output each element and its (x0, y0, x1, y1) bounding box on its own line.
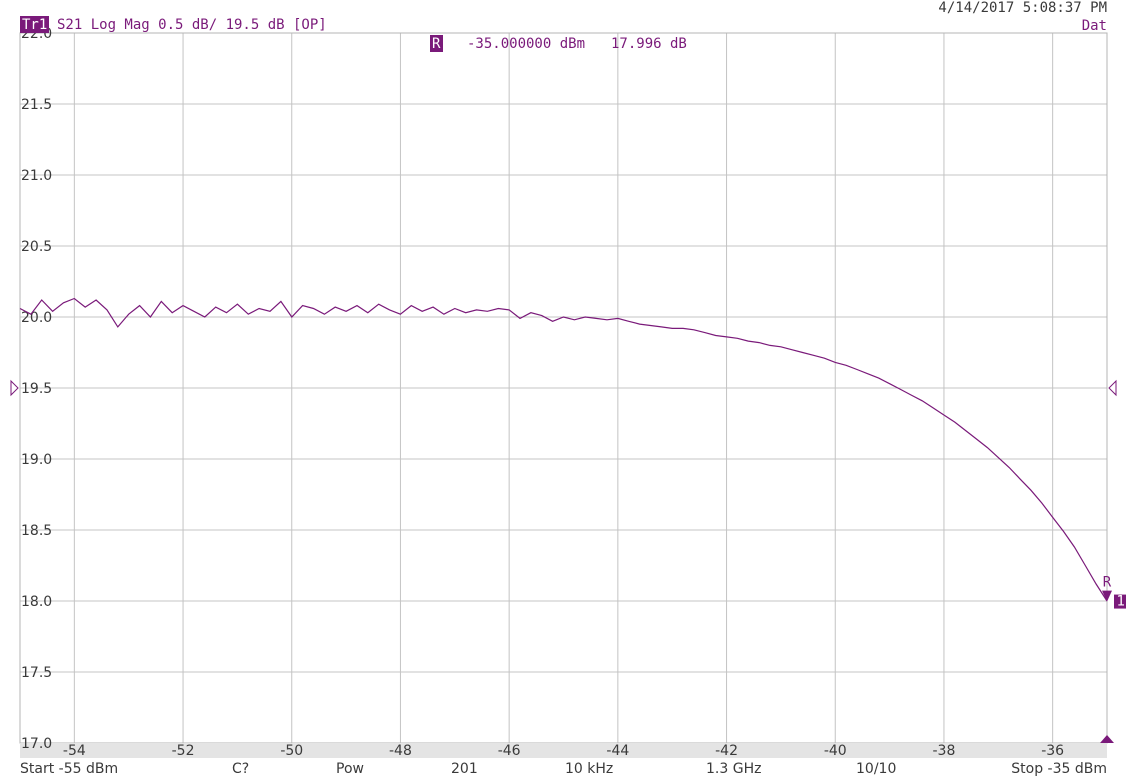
x-tick-label: -40 (824, 743, 847, 759)
trace-line (19, 297, 1108, 602)
y-tick-labels: 22.021.521.020.520.019.519.018.518.017.5… (21, 26, 52, 752)
y-tick-label: 18.0 (21, 594, 52, 610)
timestamp: 4/14/2017 5:08:37 PM (938, 0, 1107, 16)
y-tick-label: 20.5 (21, 239, 52, 255)
data-label: Dat (1082, 18, 1107, 34)
marker-r[interactable]: R 1 (1102, 575, 1126, 610)
x-tick-label: -36 (1041, 743, 1064, 759)
marker-response: 17.996 dB (611, 36, 687, 52)
y-tick-label: 18.5 (21, 523, 52, 539)
reference-right-arrow-icon[interactable] (1108, 379, 1117, 397)
stop-position-triangle-icon (1100, 735, 1114, 743)
x-tick-label: -44 (606, 743, 629, 759)
x-tick-label: -50 (280, 743, 303, 759)
y-tick-label: 21.5 (21, 97, 52, 113)
trace-end-badge-bg (1114, 594, 1126, 609)
x-tick-label: -48 (389, 743, 412, 759)
trace-info[interactable]: S21 Log Mag 0.5 dB/ 19.5 dB [OP] (57, 17, 327, 33)
marker-readout-badge[interactable]: R (432, 36, 441, 52)
y-tick-label: 19.5 (21, 381, 52, 397)
y-tick-label: 19.0 (21, 452, 52, 468)
x-tick-label: -42 (715, 743, 738, 759)
y-tick-label: 17.5 (21, 665, 52, 681)
trace-badge-bg (20, 16, 49, 33)
x-tick-label: -38 (933, 743, 956, 759)
y-tick-label: 21.0 (21, 168, 52, 184)
footer-cw-freq[interactable]: 1.3 GHz (706, 761, 761, 777)
x-tick-labels: -54 -52 -50 -48 -46 -44 -42 -40 -38 -36 (63, 743, 1064, 759)
footer-sweep-type[interactable]: Pow (336, 761, 364, 777)
trace-badge[interactable]: Tr1 (22, 17, 47, 33)
marker-r-triangle-icon[interactable] (1102, 590, 1112, 602)
footer-ifbw[interactable]: 10 kHz (565, 761, 613, 777)
footer-points[interactable]: 201 (451, 761, 478, 777)
reference-left-arrow-icon[interactable] (10, 379, 19, 397)
footer-stop[interactable]: Stop -35 dBm (1011, 761, 1107, 777)
footer-averaging[interactable]: 10/10 (856, 761, 896, 777)
trace-end-badge[interactable]: 1 (1117, 594, 1125, 610)
y-tick-label: 20.0 (21, 310, 52, 326)
footer-cal-status[interactable]: C? (232, 761, 249, 777)
marker-r-label: R (1103, 575, 1112, 591)
marker-stimulus: -35.000000 dBm (467, 36, 585, 52)
x-tick-label: -52 (172, 743, 195, 759)
x-axis-band (20, 743, 1107, 758)
x-tick-label: -46 (498, 743, 521, 759)
x-tick-label: -54 (63, 743, 86, 759)
footer-start[interactable]: Start -55 dBm (20, 761, 118, 777)
y-tick-label: 17.0 (21, 736, 52, 752)
marker-readout-badge-bg (430, 35, 443, 52)
